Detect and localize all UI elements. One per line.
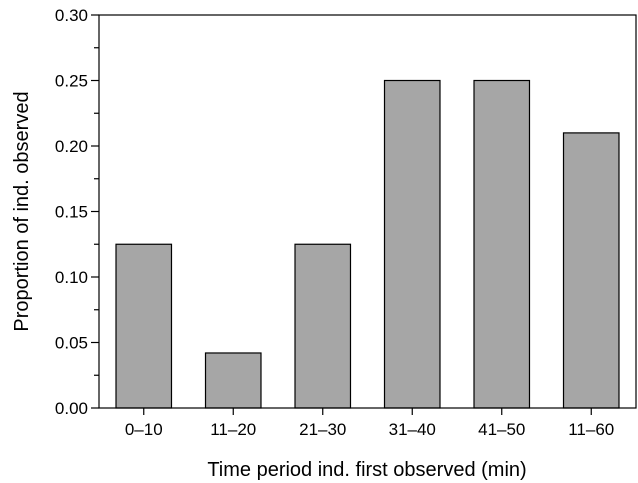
bars-group [115,79,620,409]
bar [383,79,441,409]
y-tick-label: 0.10 [55,268,88,287]
y-axis-title: Proportion of ind. observed [11,91,33,331]
bar [473,79,531,409]
x-tick-label: 31–40 [389,420,436,439]
x-tick-label: 0–10 [125,420,163,439]
bar [115,243,173,409]
y-axis: 0.00 0.05 0.10 0.15 0.20 0.25 0.30 [55,6,99,418]
bar [294,243,352,409]
x-tick-label: 11–60 [568,420,614,439]
x-tick-label: 11–20 [210,420,256,439]
x-tick-label: 21–30 [299,420,346,439]
bar [562,132,620,409]
y-tick-label: 0.00 [55,399,88,418]
x-axis-title: Time period ind. first observed (min) [207,459,526,481]
plot-frame [98,14,637,409]
y-tick-label: 0.15 [55,203,88,222]
y-tick-label: 0.20 [55,137,88,156]
x-axis: 0–10 11–20 21–30 31–40 41–50 11–60 [125,408,614,439]
y-tick-label: 0.05 [55,334,88,353]
x-tick-label: 41–50 [478,420,525,439]
bar [204,352,262,409]
y-tick-label: 0.25 [55,72,88,91]
y-tick-label: 0.30 [55,6,88,25]
